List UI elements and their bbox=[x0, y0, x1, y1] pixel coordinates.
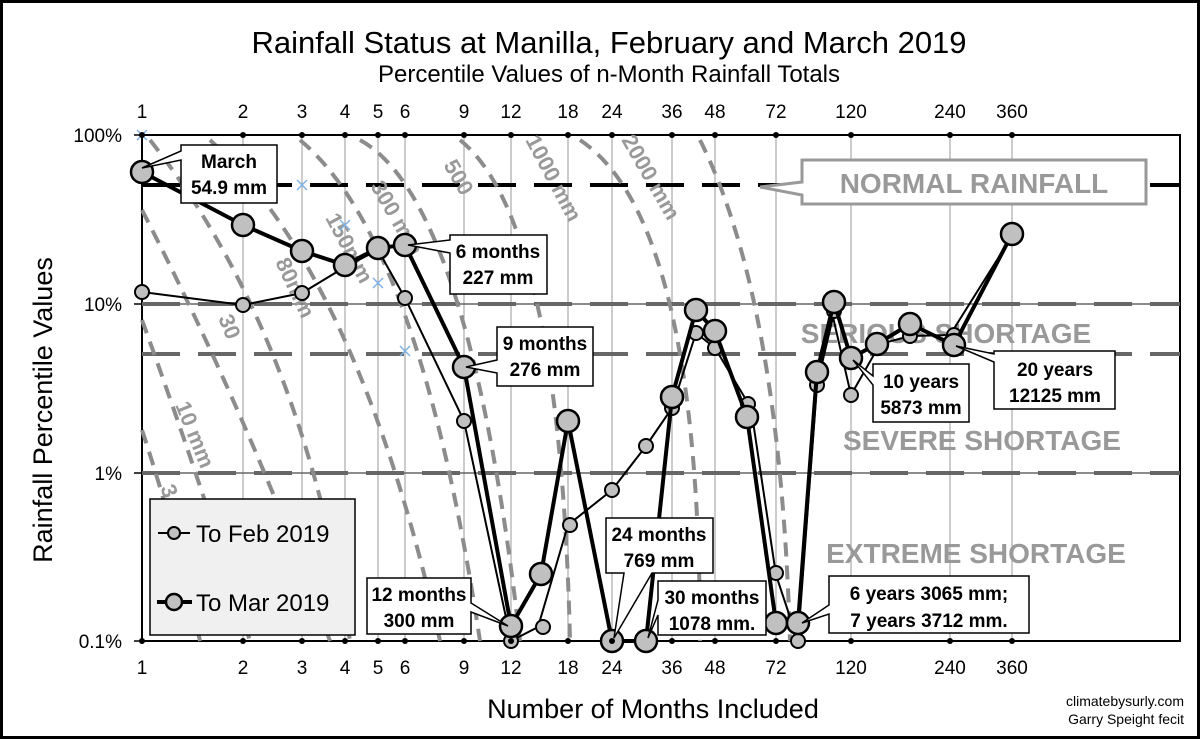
svg-text:10 years: 10 years bbox=[883, 372, 959, 393]
svg-text:5: 5 bbox=[373, 102, 384, 123]
y-axis-ticks: 100% 10% 1% 0.1% bbox=[73, 126, 122, 653]
annotation-30-months: 30 months 1078 mm. bbox=[647, 580, 767, 639]
credit-author: Garry Speight fecit bbox=[1068, 711, 1184, 727]
svg-text:2: 2 bbox=[238, 102, 249, 123]
svg-text:72: 72 bbox=[765, 658, 786, 679]
annotation-6-7-years: 6 years 3065 mm; 7 years 3712 mm. bbox=[801, 575, 1030, 634]
svg-text:24: 24 bbox=[601, 658, 623, 679]
svg-text:30: 30 bbox=[213, 311, 245, 343]
svg-text:24: 24 bbox=[601, 102, 623, 123]
svg-text:5: 5 bbox=[373, 658, 384, 679]
annotation-20-years: 20 years 12125 mm bbox=[955, 345, 1116, 410]
svg-text:3: 3 bbox=[297, 658, 308, 679]
svg-text:9 months: 9 months bbox=[503, 334, 587, 355]
svg-text:1: 1 bbox=[137, 102, 148, 123]
annotation-10-years: 10 years 5873 mm bbox=[852, 359, 970, 423]
svg-text:9: 9 bbox=[459, 102, 470, 123]
svg-text:To Mar 2019: To Mar 2019 bbox=[196, 590, 329, 617]
svg-text:2000 mm: 2000 mm bbox=[617, 130, 686, 224]
svg-text:5873 mm: 5873 mm bbox=[880, 398, 961, 419]
svg-text:360: 360 bbox=[996, 658, 1028, 679]
annotation-24-months: 24 months 769 mm bbox=[605, 517, 714, 639]
series-mar-markers bbox=[129, 159, 1025, 654]
svg-text:10%: 10% bbox=[84, 295, 122, 316]
svg-text:54.9 mm: 54.9 mm bbox=[191, 178, 267, 199]
svg-text:6: 6 bbox=[400, 658, 411, 679]
svg-text:48: 48 bbox=[704, 102, 725, 123]
svg-text:360: 360 bbox=[996, 102, 1028, 123]
svg-text:7 years 3712 mm.: 7 years 3712 mm. bbox=[850, 611, 1007, 632]
legend-item-mar: To Mar 2019 bbox=[157, 590, 329, 617]
svg-text:120: 120 bbox=[835, 658, 867, 679]
normal-rainfall-callout: NORMAL RAINFALL bbox=[759, 158, 1148, 206]
plot-area bbox=[141, 134, 1181, 642]
svg-text:4: 4 bbox=[340, 658, 351, 679]
svg-text:240: 240 bbox=[934, 102, 966, 123]
svg-text:3: 3 bbox=[297, 102, 308, 123]
svg-text:48: 48 bbox=[704, 658, 725, 679]
svg-text:120: 120 bbox=[835, 102, 867, 123]
x-axis-title: Number of Months Included bbox=[487, 694, 819, 724]
svg-text:769 mm: 769 mm bbox=[624, 551, 695, 572]
svg-text:March: March bbox=[201, 152, 257, 173]
svg-text:36: 36 bbox=[661, 102, 682, 123]
svg-text:To Feb 2019: To Feb 2019 bbox=[196, 521, 329, 548]
svg-text:18: 18 bbox=[557, 102, 578, 123]
legend: To Feb 2019 To Mar 2019 bbox=[149, 498, 356, 636]
svg-text:1: 1 bbox=[137, 658, 148, 679]
svg-text:12 months: 12 months bbox=[371, 585, 466, 606]
annotation-6-months: 6 months 227 mm bbox=[407, 234, 548, 295]
svg-text:6 years 3065 mm;: 6 years 3065 mm; bbox=[850, 584, 1008, 605]
svg-text:18: 18 bbox=[557, 658, 578, 679]
svg-text:20 years: 20 years bbox=[1017, 360, 1093, 381]
svg-text:1000 mm: 1000 mm bbox=[521, 131, 587, 226]
y-axis-title: Rainfall Percentile Values bbox=[28, 257, 58, 563]
svg-text:2: 2 bbox=[238, 658, 249, 679]
svg-text:4: 4 bbox=[340, 102, 351, 123]
svg-text:12: 12 bbox=[500, 102, 521, 123]
svg-text:276 mm: 276 mm bbox=[510, 360, 581, 381]
svg-text:227 mm: 227 mm bbox=[463, 268, 534, 289]
axis-tick-markers bbox=[139, 132, 1015, 644]
svg-text:500: 500 bbox=[439, 155, 479, 199]
svg-text:10 mm: 10 mm bbox=[170, 398, 219, 472]
svg-text:36: 36 bbox=[661, 658, 682, 679]
annotation-march: March 54.9 mm bbox=[141, 144, 278, 204]
zone-severe-label: SEVERE SHORTAGE bbox=[843, 425, 1121, 456]
chart-title: Rainfall Status at Manilla, February and… bbox=[251, 25, 966, 60]
svg-text:0.1%: 0.1% bbox=[79, 632, 122, 653]
svg-text:300 mm: 300 mm bbox=[384, 611, 455, 632]
y-axis-tick-marks bbox=[134, 134, 142, 642]
svg-text:12125 mm: 12125 mm bbox=[1009, 386, 1101, 407]
svg-text:100%: 100% bbox=[73, 126, 122, 147]
svg-text:1%: 1% bbox=[95, 464, 123, 485]
zone-normal-label: NORMAL RAINFALL bbox=[840, 168, 1109, 199]
svg-text:72: 72 bbox=[765, 102, 786, 123]
svg-text:6: 6 bbox=[400, 102, 411, 123]
chart-subtitle: Percentile Values of n-Month Rainfall To… bbox=[378, 61, 840, 88]
svg-text:30 months: 30 months bbox=[664, 588, 759, 609]
svg-text:6 months: 6 months bbox=[456, 242, 540, 263]
annotation-9-months: 9 months 276 mm bbox=[465, 326, 594, 387]
credit-site: climatebysurly.com bbox=[1066, 693, 1184, 709]
svg-text:240: 240 bbox=[934, 658, 966, 679]
annotation-12-months: 12 months 300 mm bbox=[366, 577, 509, 635]
svg-text:1078 mm.: 1078 mm. bbox=[669, 614, 756, 635]
svg-text:12: 12 bbox=[500, 658, 521, 679]
zone-extreme-label: EXTREME SHORTAGE bbox=[826, 538, 1126, 569]
svg-text:24 months: 24 months bbox=[611, 525, 706, 546]
legend-item-feb: To Feb 2019 bbox=[158, 521, 329, 548]
svg-text:9: 9 bbox=[459, 658, 470, 679]
